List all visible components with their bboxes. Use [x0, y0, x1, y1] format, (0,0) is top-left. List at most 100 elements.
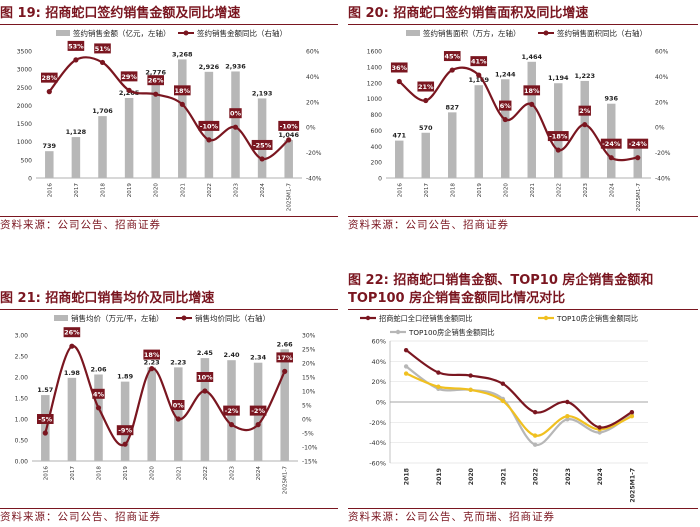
y-left-tick: 2000: [17, 103, 32, 110]
series-point: [403, 364, 409, 369]
yoy-label: 21%: [418, 83, 434, 91]
yoy-label-box: [223, 405, 240, 416]
yoy-label-box: [600, 138, 622, 149]
y-right-tick: -40%: [306, 176, 322, 183]
yoy-label-box: [172, 400, 185, 410]
yoy-point: [449, 67, 455, 73]
yoy-label-box: [443, 51, 461, 62]
bar-value-label: 570: [419, 124, 433, 132]
bar-value-label: 3,268: [172, 50, 193, 58]
yoy-label: -10%: [280, 122, 299, 130]
bar-value-label: 1.98: [64, 369, 81, 377]
x-tick-label: 2022: [207, 183, 213, 197]
bar: [147, 367, 156, 461]
y-right-tick: -20%: [306, 150, 322, 157]
legend-line-marker: [183, 30, 189, 36]
y-left-tick: 1.00: [15, 417, 29, 424]
x-tick-label: 2019: [123, 466, 129, 481]
series-point: [500, 381, 506, 386]
y-tick: 40%: [372, 358, 386, 366]
yoy-label-box: [578, 105, 591, 116]
bar: [257, 98, 267, 178]
series-line: [405, 349, 633, 429]
yoy-label-box: [251, 139, 273, 150]
series-point: [565, 414, 570, 419]
y-left-tick: 0.50: [15, 438, 29, 445]
x-tick-label: 2016: [43, 466, 49, 481]
yoy-label-box: [120, 71, 138, 82]
x-tick-label: 2024: [256, 466, 262, 481]
y-tick: 60%: [372, 338, 386, 346]
yoy-label: 41%: [471, 58, 487, 66]
chart-fig22: 招商蛇口全口径销售金额同比 TOP10房企销售金额同比 TOP100房企销售金额同比…: [360, 314, 648, 503]
yoy-point: [206, 137, 212, 143]
series-point: [565, 417, 570, 422]
yoy-point: [175, 416, 181, 422]
bar-value-label: 1,046: [278, 131, 299, 139]
yoy-label: -5%: [38, 416, 52, 424]
yoy-label: -24%: [602, 140, 621, 148]
yoy-label: 53%: [68, 42, 84, 50]
yoy-label-box: [249, 405, 267, 416]
yoy-label-box: [63, 327, 81, 338]
series-point: [500, 398, 506, 404]
x-tick-label: 2018: [101, 183, 107, 198]
yoy-point: [529, 101, 535, 107]
bar: [527, 61, 536, 178]
x-tick-label: 2023: [565, 468, 572, 485]
y-right-tick: 5%: [302, 403, 312, 410]
x-tick-label: 2018: [450, 183, 456, 198]
y-right-tick: 25%: [302, 347, 316, 354]
bar: [45, 151, 54, 178]
yoy-line: [398, 66, 638, 162]
x-tick-label: 2016: [397, 183, 403, 198]
series-point: [468, 373, 473, 378]
legend-marker: [395, 329, 401, 335]
yoy-label: 45%: [444, 53, 460, 61]
x-tick-label: 2020: [503, 183, 509, 198]
y-left-tick: 1400: [367, 64, 382, 71]
chart-fig21: 销售均价（万元/平，左轴） 销售均价同比（右轴） 0.00 0.50 1.00 1.50 2…: [15, 313, 318, 495]
y-tick: -60%: [369, 460, 386, 468]
x-tick-label: 2020: [468, 467, 475, 485]
bar: [554, 83, 563, 178]
series-point: [532, 409, 538, 415]
y-left-tick: 2.50: [15, 354, 29, 361]
yoy-label: 4%: [93, 390, 105, 398]
y-left-tick: 600: [371, 128, 383, 135]
y-right-tick: 15%: [302, 375, 316, 382]
legend-bar-label: 签约销售金额（亿元，左轴）: [73, 28, 171, 38]
bar: [448, 112, 457, 178]
series-point: [565, 399, 570, 405]
yoy-label-box: [147, 75, 164, 86]
bar-value-label: 2,193: [252, 89, 273, 97]
chart-fig20: 签约销售面积（万方，左轴） 签约销售面积同比（右轴） 0 200 400 600 800 10…: [367, 28, 671, 212]
bar: [120, 381, 130, 461]
x-tick-label: 2025M1-7: [283, 466, 289, 495]
y-left-tick: 3000: [17, 67, 32, 74]
panel-fig21: 图 21: 招商蛇口销售均价及同比增速 销售均价（万元/平，左轴） 销售均价同比（…: [0, 285, 338, 527]
yoy-label-box: [547, 131, 569, 142]
y-right-tick: 10%: [302, 389, 316, 396]
yoy-point: [42, 430, 48, 436]
legend-bar-label: 销售均价（万元/平，左轴）: [71, 313, 164, 323]
bar-value-label: 1,169: [468, 76, 489, 84]
yoy-point: [153, 91, 159, 97]
yoy-point: [149, 366, 155, 372]
yoy-label-box: [174, 85, 191, 96]
bar-value-label: 1,464: [521, 53, 542, 61]
series-point: [597, 430, 602, 435]
chart-title-line1: 图 22: 招商蛇口销售金额、TOP10 房企销售金额和: [348, 273, 654, 288]
legend-marker: [365, 315, 371, 321]
chart-title: 图 19: 招商蛇口签约销售金额及同比增速: [0, 6, 241, 21]
y-right-tick: 60%: [655, 49, 669, 56]
y-left-tick: 0: [378, 176, 382, 183]
y-left-tick: 0: [28, 176, 32, 183]
yoy-label-box: [627, 138, 649, 149]
x-tick-label: 2021: [500, 468, 507, 485]
yoy-point: [423, 97, 429, 104]
yoy-label: 10%: [197, 374, 213, 382]
x-tick-label: 2025M1-7: [636, 183, 642, 212]
yoy-label-box: [499, 100, 512, 111]
chart-title-line2: TOP100 房企销售金额同比情况对比: [348, 291, 566, 306]
